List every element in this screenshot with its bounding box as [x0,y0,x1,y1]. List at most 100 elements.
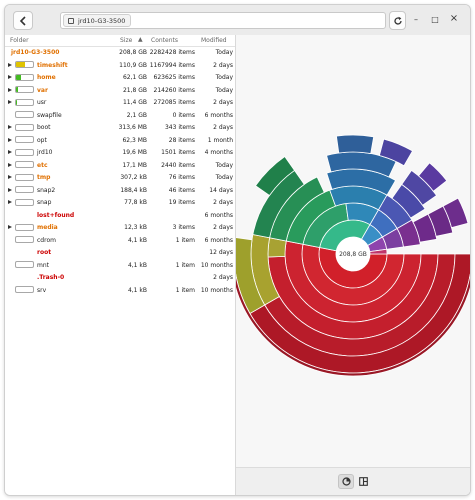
folder-row[interactable]: etc 17,1 MB 2440 items Today [5,159,235,172]
column-folder[interactable]: Folder [10,37,29,44]
root-contents: 2282428 items [149,49,195,56]
segment-home-l5[interactable] [252,169,305,239]
expander-arrow-icon[interactable] [8,200,12,204]
folder-size: 4,1 kB [127,236,147,244]
folder-contents: 3 items [172,224,195,231]
folder-modified: Today [215,161,233,169]
folder-contents: 0 items [172,111,195,119]
folder-contents: 272085 items [153,99,196,106]
expander-arrow-icon[interactable] [8,75,12,79]
usage-bar [15,223,34,231]
refresh-button[interactable] [389,11,406,30]
expander-arrow-icon[interactable] [8,150,12,154]
rings-chart-button[interactable] [338,474,354,489]
folder-size: 12,3 kB [124,224,147,231]
expander-arrow-icon[interactable] [8,62,12,67]
folder-size: 313,6 MB [118,124,147,131]
folder-row[interactable]: var 21,8 GB 214260 items Today [5,84,235,97]
usage-bar [15,161,34,168]
folder-modified: Today [215,174,233,181]
folder-row[interactable]: cdrom 4,1 kB 1 item 6 months [5,234,235,247]
folder-row[interactable]: root 12 days [5,246,235,259]
treemap-chart-button[interactable] [355,474,371,489]
folder-contents: 1167994 items [149,61,195,69]
usage-bar [15,261,34,268]
folder-size: 188,4 kB [120,186,147,194]
folder-row[interactable]: opt 62,3 MB 28 items 1 month [5,134,235,147]
folder-row[interactable]: media 12,3 kB 3 items 2 days [5,221,235,234]
folder-size: 62,1 GB [122,74,147,81]
folder-modified: 2 days [213,199,233,206]
location-crumb[interactable]: jrd10-G3-3500 [63,14,132,27]
chart-center[interactable] [336,237,370,271]
usage-bar-fill [16,99,17,105]
folder-name: .Trash-0 [37,274,65,281]
folder-row[interactable]: snap 77,8 kB 19 items 2 days [5,196,235,209]
folder-name: mnt [37,261,49,269]
chevron-left-icon [19,15,26,26]
expander-arrow-icon[interactable] [8,187,12,192]
folder-contents: 2440 items [161,161,195,169]
folder-modified: Today [215,86,233,94]
usage-bar [15,86,34,93]
folder-row[interactable]: tmp 307,2 kB 76 items Today [5,171,235,184]
folder-modified: 10 months [200,261,233,269]
usage-bar [15,73,34,81]
folder-row[interactable]: home 62,1 GB 623625 items Today [5,71,235,84]
folder-contents: 28 items [168,136,195,144]
folder-size: 62,3 MB [122,136,147,144]
folder-contents: 1 item [175,261,195,269]
column-size[interactable]: Size [120,37,133,44]
column-headers: Folder Size ▲ Contents Modified [5,35,235,47]
expander-arrow-icon[interactable] [8,125,12,129]
usage-bar [15,111,34,118]
expander-arrow-icon[interactable] [8,137,12,142]
segment-usr-l6[interactable] [442,197,469,229]
root-row[interactable]: jrd10-G3-3500 208,8 GB 2282428 items Tod… [5,46,235,59]
root-modified: Today [215,49,233,56]
folder-name: home [37,74,56,81]
folder-row[interactable]: srv 4,1 kB 1 item 10 months [5,284,235,297]
folder-row[interactable]: .Trash-0 2 days [5,271,235,284]
expander-arrow-icon[interactable] [8,225,12,229]
close-button[interactable]: × [449,13,459,24]
folder-modified: 2 days [213,274,233,281]
folder-row[interactable]: timeshift 110,9 GB 1167994 items 2 days [5,59,235,72]
segment-home-l6b[interactable] [335,134,375,155]
root-size: 208,8 GB [119,49,147,56]
expander-arrow-icon[interactable] [8,87,12,92]
column-modified[interactable]: Modified [201,37,227,44]
folder-row[interactable]: usr 11,4 GB 272085 items 2 days [5,96,235,109]
folder-size: 4,1 kB [127,261,147,269]
folder-row[interactable]: boot 313,6 MB 343 items 2 days [5,121,235,134]
column-contents[interactable]: Contents [151,37,178,44]
folder-row[interactable]: swapfile 2,1 GB 0 items 6 months [5,109,235,122]
folder-name: media [37,224,58,231]
folder-name: swapfile [37,111,62,119]
location-bar[interactable]: jrd10-G3-3500 [60,12,386,29]
folder-row[interactable]: snap2 188,4 kB 46 items 14 days [5,184,235,197]
expander-arrow-icon[interactable] [8,175,12,179]
maximize-button[interactable]: □ [431,15,439,24]
folder-row[interactable]: mnt 4,1 kB 1 item 10 months [5,259,235,272]
folder-name: cdrom [37,236,56,244]
usage-bar-fill [16,62,25,67]
folder-name: tmp [37,174,51,181]
folder-size: 11,4 GB [122,99,147,106]
sunburst-chart[interactable]: 208,8 GB [230,35,470,467]
folder-modified: 2 days [213,99,233,106]
expander-arrow-icon[interactable] [8,100,12,104]
disk-usage-window: jrd10-G3-3500 – □ × Folder Size ▲ Conten… [4,4,471,496]
folder-row[interactable]: jrd10 19,6 MB 1501 items 4 months [5,146,235,159]
folder-modified: 6 months [204,111,233,119]
segment-var-l6b[interactable] [418,162,448,192]
expander-arrow-icon[interactable] [8,162,12,167]
usage-bar [15,148,34,156]
folder-row[interactable]: lost+found 6 months [5,209,235,222]
minimize-button[interactable]: – [414,15,418,24]
back-button[interactable] [13,11,33,30]
segment-home-l6[interactable] [254,155,296,197]
folder-name: srv [37,286,47,294]
segment-var-l6[interactable] [378,138,414,167]
usage-bar [15,186,34,193]
